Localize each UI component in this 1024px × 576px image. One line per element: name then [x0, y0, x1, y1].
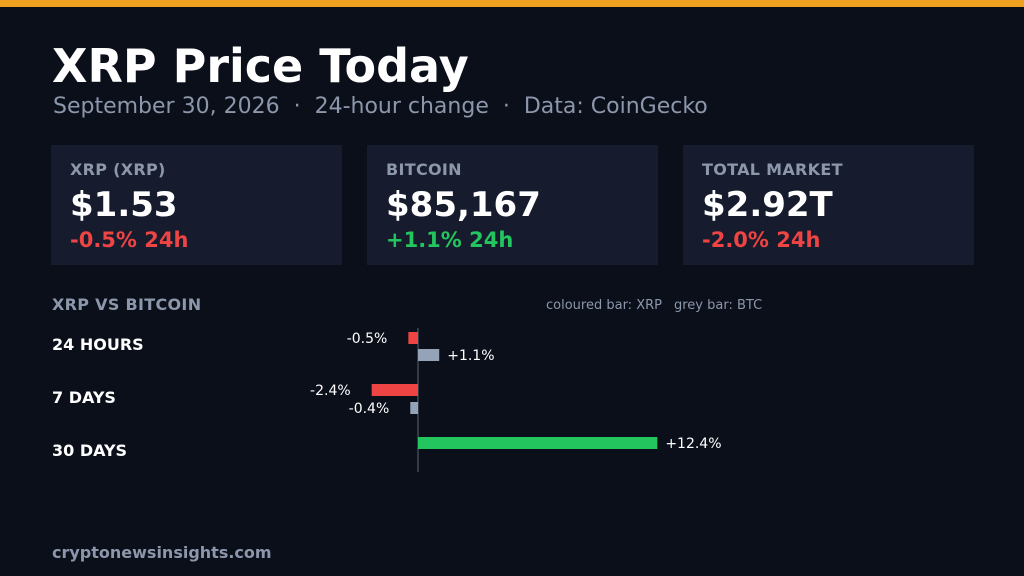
accent-top-bar: [0, 0, 1024, 7]
card-change: -0.5% 24h: [70, 228, 189, 252]
category-label-24h: 24 HOURS: [52, 335, 144, 354]
footer-site: cryptonewsinsights.com: [52, 543, 272, 562]
xrp-bar-0: [408, 332, 418, 344]
xrp-bar-1: [371, 384, 418, 396]
card-value: $2.92T: [702, 185, 833, 225]
subtitle-separator: ·: [293, 94, 301, 119]
subtitle-date: September 30, 2026: [53, 94, 280, 119]
xrp-value-label-0: -0.5%: [347, 331, 388, 347]
xrp-bar-2: [418, 437, 658, 449]
bitcoin-price-card: BITCOIN $85,167 +1.1% 24h: [367, 145, 658, 265]
btc-bar-0: [418, 349, 440, 361]
card-label: BITCOIN: [386, 160, 462, 179]
card-value: $85,167: [386, 185, 541, 225]
btc-value-label-1: -0.4%: [349, 401, 390, 417]
page-subtitle: September 30, 2026 · 24-hour change · Data: …: [53, 93, 708, 121]
subtitle-separator: ·: [502, 94, 510, 119]
xrp-price-card: XRP (XRP) $1.53 -0.5% 24h: [51, 145, 342, 265]
subtitle-period: 24-hour change: [314, 94, 489, 119]
category-label-7d: 7 DAYS: [52, 388, 116, 407]
chart-legend: coloured bar: XRP grey bar: BTC: [546, 298, 762, 313]
subtitle-source: Data: CoinGecko: [523, 94, 708, 119]
category-label-30d: 30 DAYS: [52, 441, 128, 460]
xrp-value-label-2: +12.4%: [665, 436, 721, 452]
xrp-value-label-1: -2.4%: [310, 383, 351, 399]
comparison-title: XRP VS BITCOIN: [52, 295, 202, 314]
btc-bar-1: [410, 402, 418, 414]
legend-xrp: coloured bar: XRP: [546, 298, 662, 313]
btc-value-label-0: +1.1%: [447, 348, 494, 364]
total-market-card: TOTAL MARKET $2.92T -2.0% 24h: [683, 145, 974, 265]
card-change: +1.1% 24h: [386, 228, 514, 252]
card-value: $1.53: [70, 185, 178, 225]
card-label: TOTAL MARKET: [702, 160, 843, 179]
page-title: XRP Price Today: [52, 39, 469, 93]
card-label: XRP (XRP): [70, 160, 166, 179]
card-change: -2.0% 24h: [702, 228, 821, 252]
legend-btc: grey bar: BTC: [673, 298, 763, 313]
